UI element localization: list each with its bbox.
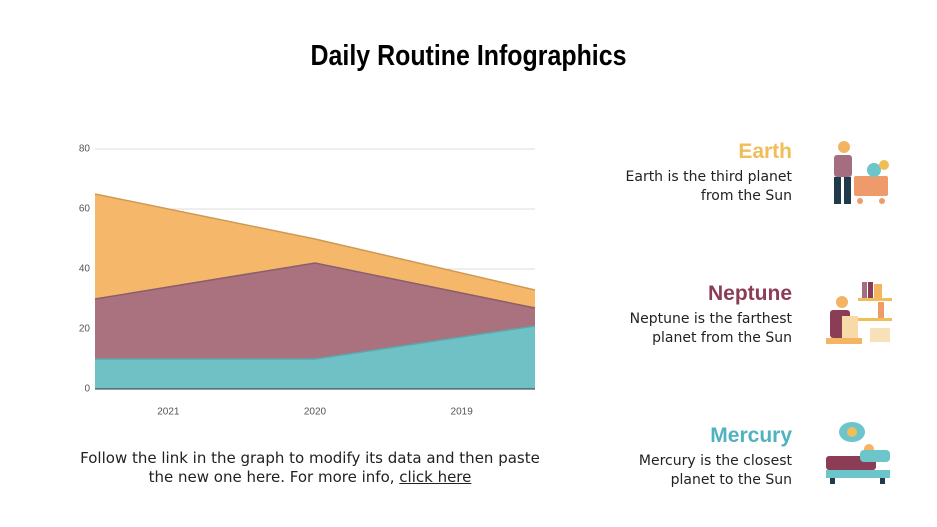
item-text: Mercury is the closest planet to the Sun xyxy=(638,453,792,488)
item-text: Earth is the third planet from the Sun xyxy=(625,169,792,204)
y-tick-label: 20 xyxy=(79,324,91,335)
area-line xyxy=(94,262,536,309)
y-tick-label: 60 xyxy=(79,204,91,215)
area-line xyxy=(95,325,536,360)
y-tick-label: 40 xyxy=(79,264,91,275)
y-tick-label: 80 xyxy=(79,144,91,155)
area-chart: 0 20 40 60 80 2021 2020 2019 xyxy=(79,144,536,418)
caption-link[interactable]: click here xyxy=(399,468,472,486)
caption: Follow the link in the graph to modify i… xyxy=(80,449,540,487)
reading-icon xyxy=(826,282,892,344)
area xyxy=(95,326,535,389)
caption-text: Follow the link in the graph to modify i… xyxy=(80,449,540,486)
sofa-icon xyxy=(826,422,890,484)
item-text: Neptune is the farthest planet from the … xyxy=(629,311,792,346)
shopping-icon xyxy=(834,141,889,204)
y-tick-label: 0 xyxy=(84,384,90,395)
item-title: Earth xyxy=(738,140,792,163)
x-tick-label: 2021 xyxy=(157,407,180,418)
area-line xyxy=(94,193,536,291)
item: Neptune Neptune is the farthest planet f… xyxy=(560,282,792,348)
x-tick-label: 2019 xyxy=(451,407,474,418)
item: Earth Earth is the third planet from the… xyxy=(560,140,792,206)
item-title: Mercury xyxy=(710,424,792,447)
item-title: Neptune xyxy=(708,282,792,305)
x-tick-label: 2020 xyxy=(304,407,327,418)
slide-title: Daily Routine Infographics xyxy=(310,40,627,72)
item: Mercury Mercury is the closest planet to… xyxy=(560,424,792,490)
